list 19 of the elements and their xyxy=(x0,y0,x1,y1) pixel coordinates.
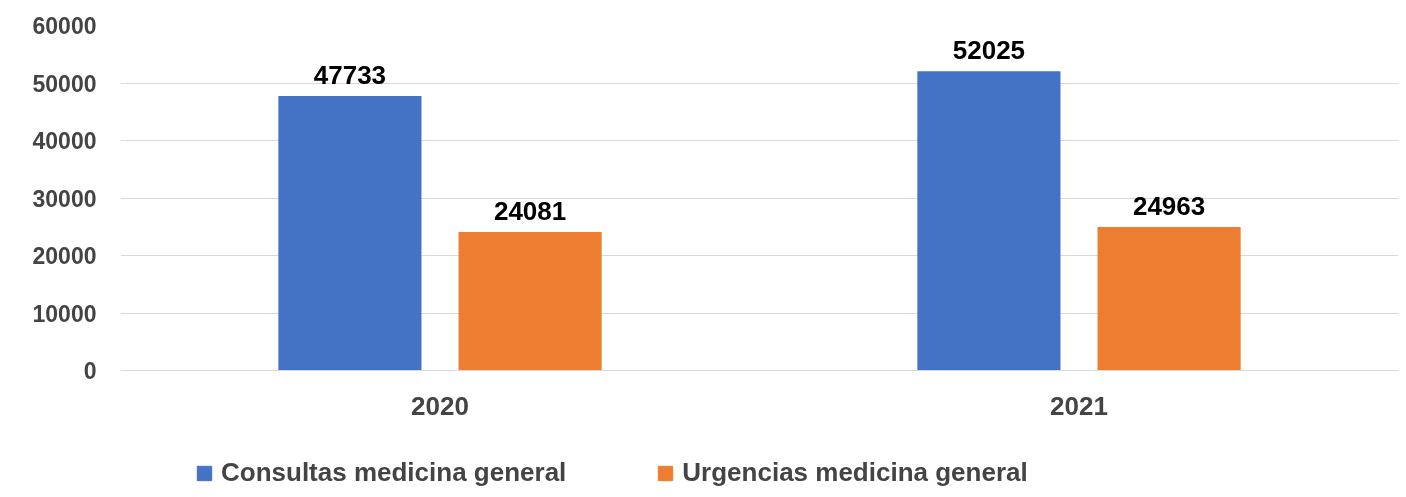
data-label: 52025 xyxy=(952,35,1026,66)
y-tick-label: 10000 xyxy=(32,300,97,327)
y-tick-label: 20000 xyxy=(32,243,97,269)
legend-label: Urgencias medicina general xyxy=(682,457,1028,488)
bar xyxy=(278,96,422,371)
data-label: 24081 xyxy=(493,196,567,227)
y-tick-label: 0 xyxy=(83,358,97,384)
y-tick-label: 50000 xyxy=(32,70,97,97)
x-tick-label: 2021 xyxy=(1050,390,1108,421)
y-tick-label: 30000 xyxy=(32,185,97,212)
x-tick-label: 2020 xyxy=(411,390,469,421)
bar xyxy=(458,232,602,371)
legend-label: Consultas medicina general xyxy=(221,457,567,488)
y-tick-label: 40000 xyxy=(32,128,97,154)
y-tick-label: 60000 xyxy=(32,13,97,39)
data-label: 24963 xyxy=(1132,190,1206,221)
bar xyxy=(917,71,1061,371)
data-label: 47733 xyxy=(313,60,387,91)
bar xyxy=(1097,226,1241,371)
